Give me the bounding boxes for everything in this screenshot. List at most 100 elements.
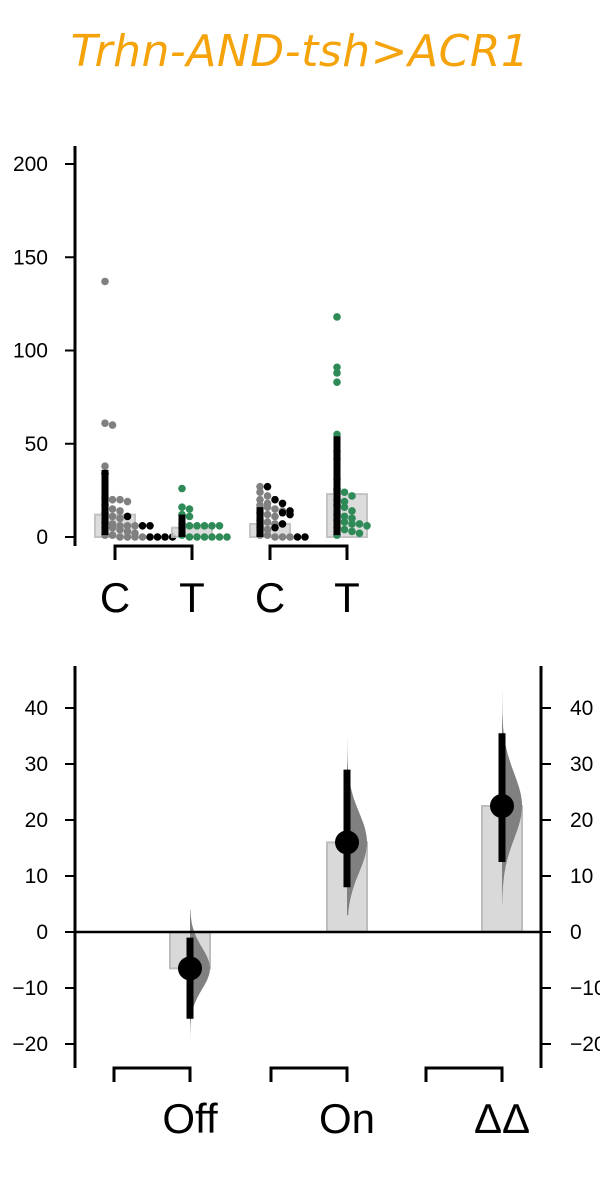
data-point [138, 522, 147, 530]
data-point [138, 533, 147, 541]
top-y-tick-label: 50 [25, 433, 48, 456]
data-point [193, 522, 201, 530]
data-point [146, 522, 154, 530]
data-point [278, 499, 287, 508]
data-point [263, 503, 272, 511]
data-point [116, 495, 124, 504]
mean-difference-point [490, 794, 514, 818]
data-point [263, 518, 272, 526]
data-point [116, 507, 124, 515]
data-point [131, 533, 139, 541]
comparison-bracket [112, 1066, 192, 1082]
data-point [263, 482, 272, 491]
data-point [215, 522, 224, 530]
data-point [146, 533, 154, 541]
right-y-tick-label: 40 [570, 697, 593, 720]
data-point [286, 533, 294, 541]
right-y-tick-label: −10 [570, 977, 600, 1000]
data-point [193, 533, 201, 541]
group-label: T [179, 574, 205, 621]
right-y-tick-label: 30 [570, 753, 593, 776]
data-point [271, 505, 279, 513]
comparison-label: On [319, 1095, 375, 1142]
data-point [256, 495, 264, 504]
comparison-bracket [424, 1066, 504, 1082]
data-point [256, 482, 264, 491]
mean-difference-point [335, 830, 359, 855]
data-point [348, 492, 356, 500]
top-y-tick-label: 200 [13, 153, 48, 176]
data-point [286, 510, 294, 519]
data-point [161, 533, 169, 541]
data-point [340, 497, 349, 506]
comparison-label: Off [162, 1095, 218, 1142]
top-y-tick-label: 100 [13, 340, 48, 363]
data-point [278, 520, 287, 528]
left-y-tick-label: 0 [36, 921, 48, 944]
data-point [131, 522, 139, 530]
data-point [333, 378, 341, 387]
bootstrap-distribution [190, 909, 210, 1050]
data-point [333, 369, 341, 377]
data-point [153, 533, 162, 541]
data-point [116, 533, 124, 541]
data-point [271, 533, 279, 541]
data-point [116, 514, 124, 523]
data-point [355, 529, 364, 538]
data-point [256, 488, 264, 497]
top-y-tick-label: 0 [36, 526, 48, 549]
data-point [278, 533, 287, 541]
data-point [340, 512, 349, 521]
data-point [108, 523, 117, 532]
left-y-tick-label: −10 [12, 977, 48, 1000]
left-y-tick-label: −20 [12, 1033, 48, 1056]
data-point [363, 522, 371, 530]
data-point [108, 512, 117, 521]
chart-title: Trhn-AND-tsh>ACR1 [70, 26, 530, 77]
data-point [271, 523, 279, 532]
data-point [185, 533, 194, 541]
right-y-tick-label: 20 [570, 809, 593, 832]
data-point [333, 363, 341, 372]
data-point [101, 419, 109, 428]
data-point [263, 492, 272, 500]
data-point [108, 421, 117, 429]
group-label: T [334, 574, 360, 621]
left-y-tick-label: 20 [25, 809, 48, 832]
data-point [123, 512, 132, 521]
data-point [348, 527, 356, 536]
group-label: C [100, 574, 130, 621]
data-point [101, 277, 109, 286]
data-point [185, 505, 194, 513]
group-label: C [255, 574, 285, 621]
data-point [278, 508, 287, 517]
data-point [348, 520, 356, 528]
right-y-tick-label: 10 [570, 865, 593, 888]
data-point [340, 503, 349, 511]
data-point [200, 522, 209, 530]
data-point [293, 533, 302, 541]
data-point [271, 495, 279, 504]
comparison-label: ΔΔ [474, 1095, 530, 1142]
data-point [340, 488, 349, 497]
data-point [208, 522, 216, 530]
right-y-tick-label: 0 [570, 921, 582, 944]
data-point [108, 505, 117, 513]
data-point [208, 533, 216, 541]
data-point [348, 514, 356, 523]
data-point [271, 512, 279, 521]
data-point [101, 462, 109, 470]
data-point [340, 518, 349, 526]
group-bracket [268, 544, 349, 560]
bootstrap-distribution [347, 730, 367, 916]
right-y-tick-label: −20 [570, 1033, 600, 1056]
data-point [178, 503, 186, 511]
mean-difference-point [178, 956, 202, 981]
bootstrap-distribution [502, 685, 522, 904]
data-point [200, 533, 209, 541]
group-bracket [113, 544, 194, 560]
data-point [123, 533, 132, 541]
data-point [185, 522, 194, 530]
data-point [123, 527, 132, 536]
